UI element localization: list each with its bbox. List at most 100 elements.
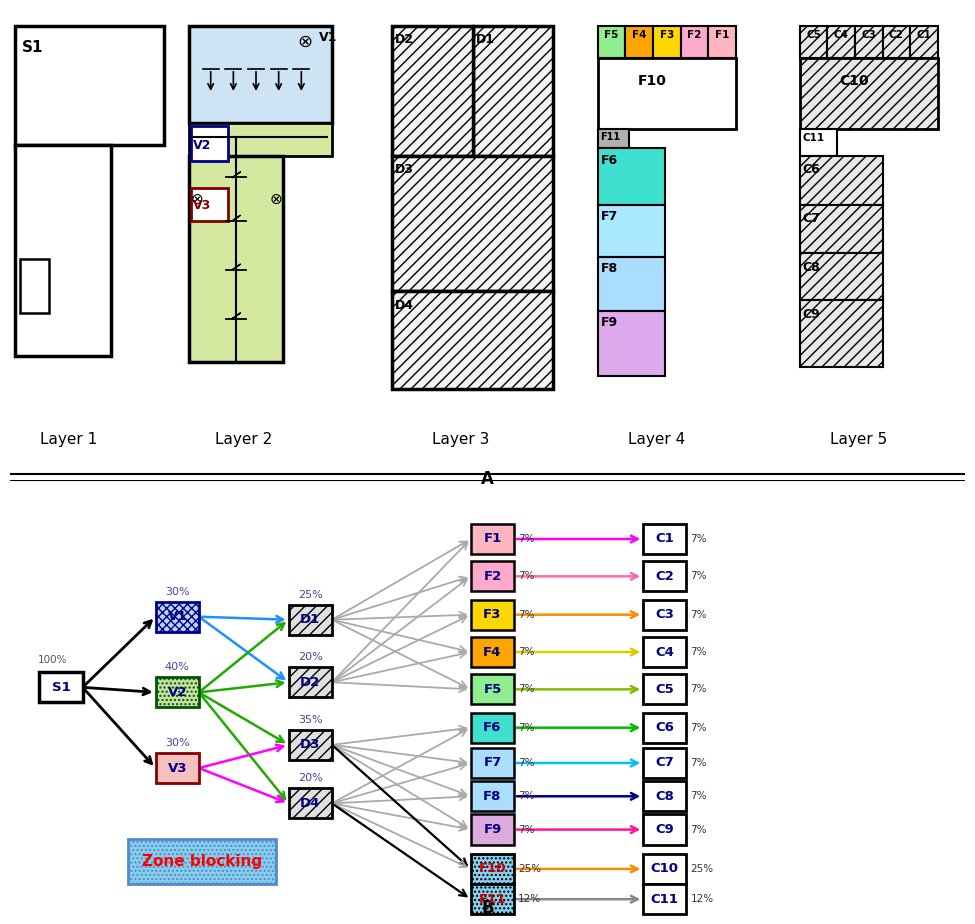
Text: C6: C6	[655, 721, 675, 735]
Bar	[471, 854, 514, 884]
Bar	[644, 561, 686, 591]
Text: D2: D2	[395, 33, 414, 46]
Text: C10: C10	[650, 862, 679, 875]
Bar	[681, 26, 708, 58]
Text: D1: D1	[476, 33, 494, 46]
Bar	[644, 637, 686, 667]
Bar	[392, 156, 554, 291]
Bar	[800, 58, 938, 128]
Text: C9: C9	[802, 308, 821, 321]
Text: B: B	[482, 899, 493, 918]
Bar	[471, 712, 514, 743]
Bar	[598, 310, 665, 376]
Bar	[598, 257, 665, 310]
Bar	[20, 259, 49, 313]
Text: F1: F1	[715, 30, 729, 40]
Text: C11: C11	[802, 133, 825, 143]
Text: ⊗: ⊗	[190, 191, 203, 207]
Text: 7%: 7%	[518, 571, 534, 581]
Text: F5: F5	[484, 683, 501, 696]
Bar	[598, 204, 665, 257]
Text: 20%: 20%	[297, 652, 323, 663]
Text: D2: D2	[300, 675, 321, 688]
Text: 7%: 7%	[690, 534, 707, 544]
Text: C5: C5	[806, 30, 821, 40]
Bar	[800, 26, 828, 58]
Text: D1: D1	[300, 614, 321, 626]
Text: Layer 1: Layer 1	[40, 432, 98, 447]
Text: 100%: 100%	[37, 655, 67, 665]
Bar	[128, 839, 276, 884]
Bar	[625, 26, 653, 58]
Text: C3: C3	[655, 608, 675, 621]
Bar	[855, 26, 882, 58]
Text: 20%: 20%	[297, 773, 323, 784]
Text: F10: F10	[479, 862, 506, 875]
Text: 7%: 7%	[518, 723, 534, 733]
Bar	[653, 26, 681, 58]
Bar	[800, 128, 838, 156]
Text: F9: F9	[484, 823, 501, 836]
Text: F3: F3	[660, 30, 674, 40]
Bar	[882, 26, 910, 58]
Bar	[471, 600, 514, 630]
Bar	[156, 753, 199, 784]
Bar	[644, 748, 686, 778]
Bar	[644, 781, 686, 811]
Text: F2: F2	[687, 30, 702, 40]
Bar	[471, 884, 514, 915]
Text: 25%: 25%	[518, 864, 541, 874]
Text: S1: S1	[52, 681, 70, 694]
Text: C1: C1	[916, 30, 931, 40]
Bar	[800, 204, 883, 253]
Bar	[156, 677, 199, 708]
Bar	[800, 253, 883, 300]
Bar	[289, 667, 332, 698]
Text: F2: F2	[484, 570, 501, 583]
Bar	[644, 814, 686, 845]
Text: F4: F4	[632, 30, 646, 40]
Bar	[471, 781, 514, 811]
Bar	[289, 730, 332, 760]
Bar	[910, 26, 938, 58]
Text: C10: C10	[839, 74, 869, 89]
Bar	[15, 26, 165, 145]
Text: D4: D4	[300, 796, 321, 809]
Text: F7: F7	[601, 210, 618, 223]
Text: F1: F1	[484, 532, 501, 545]
Text: 40%: 40%	[165, 663, 189, 672]
Bar	[471, 561, 514, 591]
Text: V2: V2	[193, 140, 212, 152]
Bar	[598, 128, 629, 148]
Bar	[644, 600, 686, 630]
Text: 7%: 7%	[518, 647, 534, 657]
Bar	[644, 524, 686, 554]
Bar	[471, 675, 514, 704]
Text: V1: V1	[168, 610, 187, 623]
Bar	[471, 637, 514, 667]
Bar	[392, 291, 554, 389]
Text: 7%: 7%	[518, 824, 534, 834]
Bar	[708, 26, 736, 58]
Bar	[289, 788, 332, 819]
Text: C1: C1	[655, 532, 674, 545]
Text: F9: F9	[601, 316, 618, 329]
Bar	[189, 123, 332, 156]
Text: A: A	[481, 470, 494, 489]
Text: 12%: 12%	[518, 894, 541, 905]
Bar	[39, 672, 83, 702]
Text: C2: C2	[655, 570, 674, 583]
Text: F6: F6	[601, 153, 618, 166]
Text: C8: C8	[655, 790, 675, 803]
Bar	[644, 675, 686, 704]
Text: C8: C8	[802, 261, 821, 274]
Text: C2: C2	[889, 30, 904, 40]
Text: C5: C5	[655, 683, 674, 696]
Text: 7%: 7%	[690, 791, 707, 801]
Text: Layer 5: Layer 5	[831, 432, 887, 447]
Bar	[598, 58, 736, 128]
Bar	[191, 188, 228, 221]
Text: 35%: 35%	[298, 714, 323, 724]
Text: 7%: 7%	[690, 685, 707, 694]
Text: 7%: 7%	[518, 534, 534, 544]
